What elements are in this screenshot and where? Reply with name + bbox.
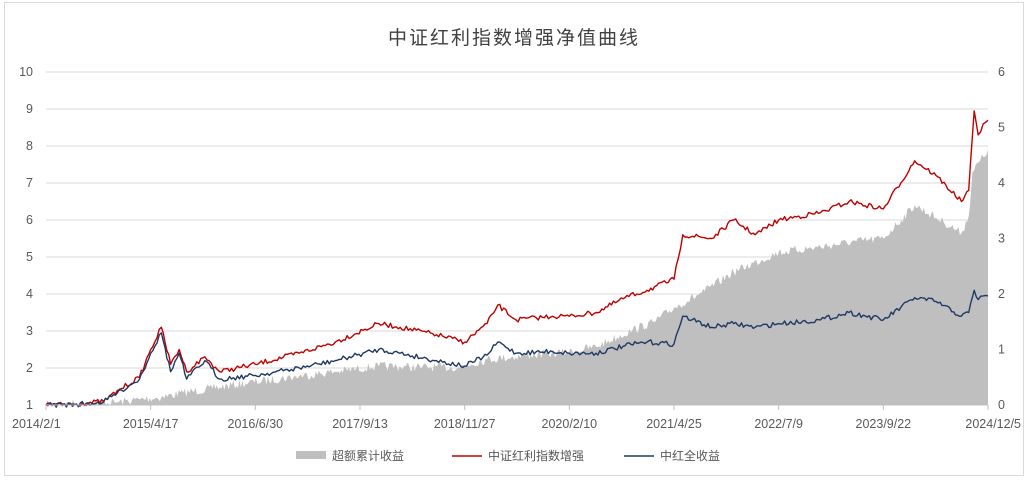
series-line-total-return <box>45 289 989 408</box>
x-tick-label: 2014/2/1 <box>12 417 61 431</box>
axis-layer: 1 2 3 4 5 6 7 8 9 10 0 1 2 3 4 5 6 2014/2/1 2015/4/17 2016/… <box>12 65 1021 431</box>
y-left-tick-label: 6 <box>26 213 33 227</box>
legend-label: 超额累计收益 <box>332 448 404 463</box>
x-tick-label: 2023/9/22 <box>856 417 912 431</box>
line-layer <box>45 110 989 408</box>
x-tick-label: 2015/4/17 <box>123 417 179 431</box>
legend: 超额累计收益 中证红利指数增强 中红全收益 <box>296 448 720 463</box>
chart-title: 中证红利指数增强净值曲线 <box>388 27 640 49</box>
y-left-tick-label: 10 <box>19 65 33 79</box>
x-tick-label: 2020/2/10 <box>542 417 598 431</box>
legend-swatch <box>296 451 326 459</box>
y-left-tick-label: 1 <box>26 398 33 412</box>
x-tick-label: 2018/11/27 <box>434 417 496 431</box>
y-right-tick-label: 3 <box>998 232 1005 246</box>
legend-item: 中证红利指数增强 <box>452 448 584 463</box>
series-area-excess-return <box>46 149 988 405</box>
x-tick-label: 2024/12/5 <box>965 417 1021 431</box>
legend-label: 中红全收益 <box>660 448 720 463</box>
y-right-tick-label: 4 <box>998 176 1005 190</box>
legend-item: 超额累计收益 <box>296 448 404 463</box>
y-left-tick-label: 8 <box>26 139 33 153</box>
y-left-tick-label: 4 <box>26 287 33 301</box>
y-right-tick-label: 5 <box>998 121 1005 135</box>
y-left-tick-label: 3 <box>26 324 33 338</box>
legend-label: 中证红利指数增强 <box>488 448 584 463</box>
y-right-tick-label: 0 <box>998 398 1005 412</box>
y-left-tick-label: 9 <box>26 102 33 116</box>
y-right-tick-label: 6 <box>998 65 1005 79</box>
y-left-tick-label: 5 <box>26 250 33 264</box>
x-tick-label: 2017/9/13 <box>332 417 388 431</box>
x-tick-label: 2021/4/25 <box>646 417 702 431</box>
y-right-tick-label: 2 <box>998 287 1005 301</box>
y-left-tick-label: 7 <box>26 176 33 190</box>
legend-item: 中红全收益 <box>624 448 720 463</box>
x-tick-label: 2022/7/9 <box>754 417 803 431</box>
area-layer <box>46 149 988 405</box>
series-line-enhanced <box>45 110 989 407</box>
x-tick-label: 2016/6/30 <box>228 417 284 431</box>
y-left-tick-label: 2 <box>26 361 33 375</box>
y-right-tick-label: 1 <box>998 343 1005 357</box>
